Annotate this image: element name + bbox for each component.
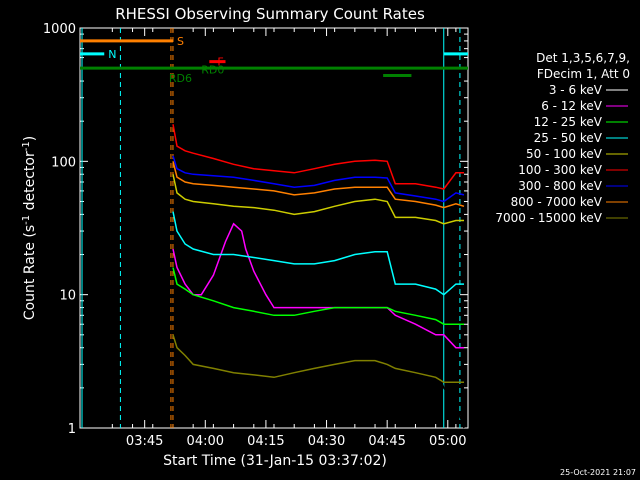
- legend-label: 300 - 800 keV: [518, 179, 602, 193]
- x-tick-label: 04:30: [308, 434, 345, 449]
- series-line: [172, 222, 464, 349]
- axis-ticks: 1 10 100 1000 03:45 04:00 04:15 04:30 04:45 05:00: [43, 22, 468, 449]
- x-tick-label: 04:00: [187, 434, 224, 449]
- annotation-label: F: [217, 56, 223, 69]
- chart-title: RHESSI Observing Summary Count Rates: [115, 5, 425, 23]
- annotation-label: S: [177, 35, 184, 48]
- series-line: [172, 174, 464, 225]
- marker-lines: [80, 28, 468, 428]
- y-tick-label: 100: [51, 155, 76, 170]
- y-tick-label: 1: [68, 422, 76, 437]
- series-line: [172, 155, 465, 203]
- legend-label: 100 - 300 keV: [518, 163, 602, 177]
- legend-label: 7000 - 15000 keV: [495, 211, 602, 225]
- legend-label: 50 - 100 keV: [526, 147, 603, 161]
- y-axis-label: Count Rate (s-1 detector-1): [21, 136, 38, 320]
- data-series: [172, 124, 465, 429]
- annotation-label: N: [108, 48, 116, 61]
- legend-label: 3 - 6 keV: [549, 83, 603, 97]
- legend-title-2: FDecim 1, Att 0: [537, 67, 630, 81]
- x-tick-label: 05:00: [429, 434, 466, 449]
- annotation-label: RD6: [169, 72, 192, 85]
- legend-title-1: Det 1,3,5,6,7,9,: [536, 51, 630, 65]
- ylabel-superscript: -1: [21, 141, 32, 151]
- x-tick-label: 03:45: [126, 434, 163, 449]
- x-tick-label: 04:45: [368, 434, 405, 449]
- series-line: [177, 222, 465, 429]
- series-line: [172, 161, 465, 209]
- legend-label: 800 - 7000 keV: [511, 195, 603, 209]
- x-axis-label: Start Time (31-Jan-15 03:37:02): [163, 453, 387, 469]
- legend: Det 1,3,5,6,7,9, FDecim 1, Att 0 3 - 6 k…: [495, 51, 630, 225]
- legend-label: 25 - 50 keV: [534, 131, 603, 145]
- annotation-label: RD0: [201, 63, 224, 76]
- y-tick-label: 10: [59, 289, 76, 304]
- legend-label: 12 - 25 keV: [534, 115, 603, 129]
- legend-label: 6 - 12 keV: [541, 99, 603, 113]
- y-tick-label: 1000: [43, 22, 76, 37]
- series-line: [172, 267, 464, 325]
- x-tick-label: 04:15: [247, 434, 284, 449]
- ylabel-part: detector: [22, 151, 38, 215]
- series-line: [172, 334, 464, 384]
- ylabel-part: Count Rate (s: [22, 225, 38, 320]
- series-line: [172, 124, 464, 190]
- timestamp: 25-Oct-2021 21:07: [560, 468, 636, 477]
- ylabel-part: ): [22, 136, 38, 141]
- series-line: [172, 211, 464, 296]
- ylabel-superscript: -1: [21, 215, 32, 225]
